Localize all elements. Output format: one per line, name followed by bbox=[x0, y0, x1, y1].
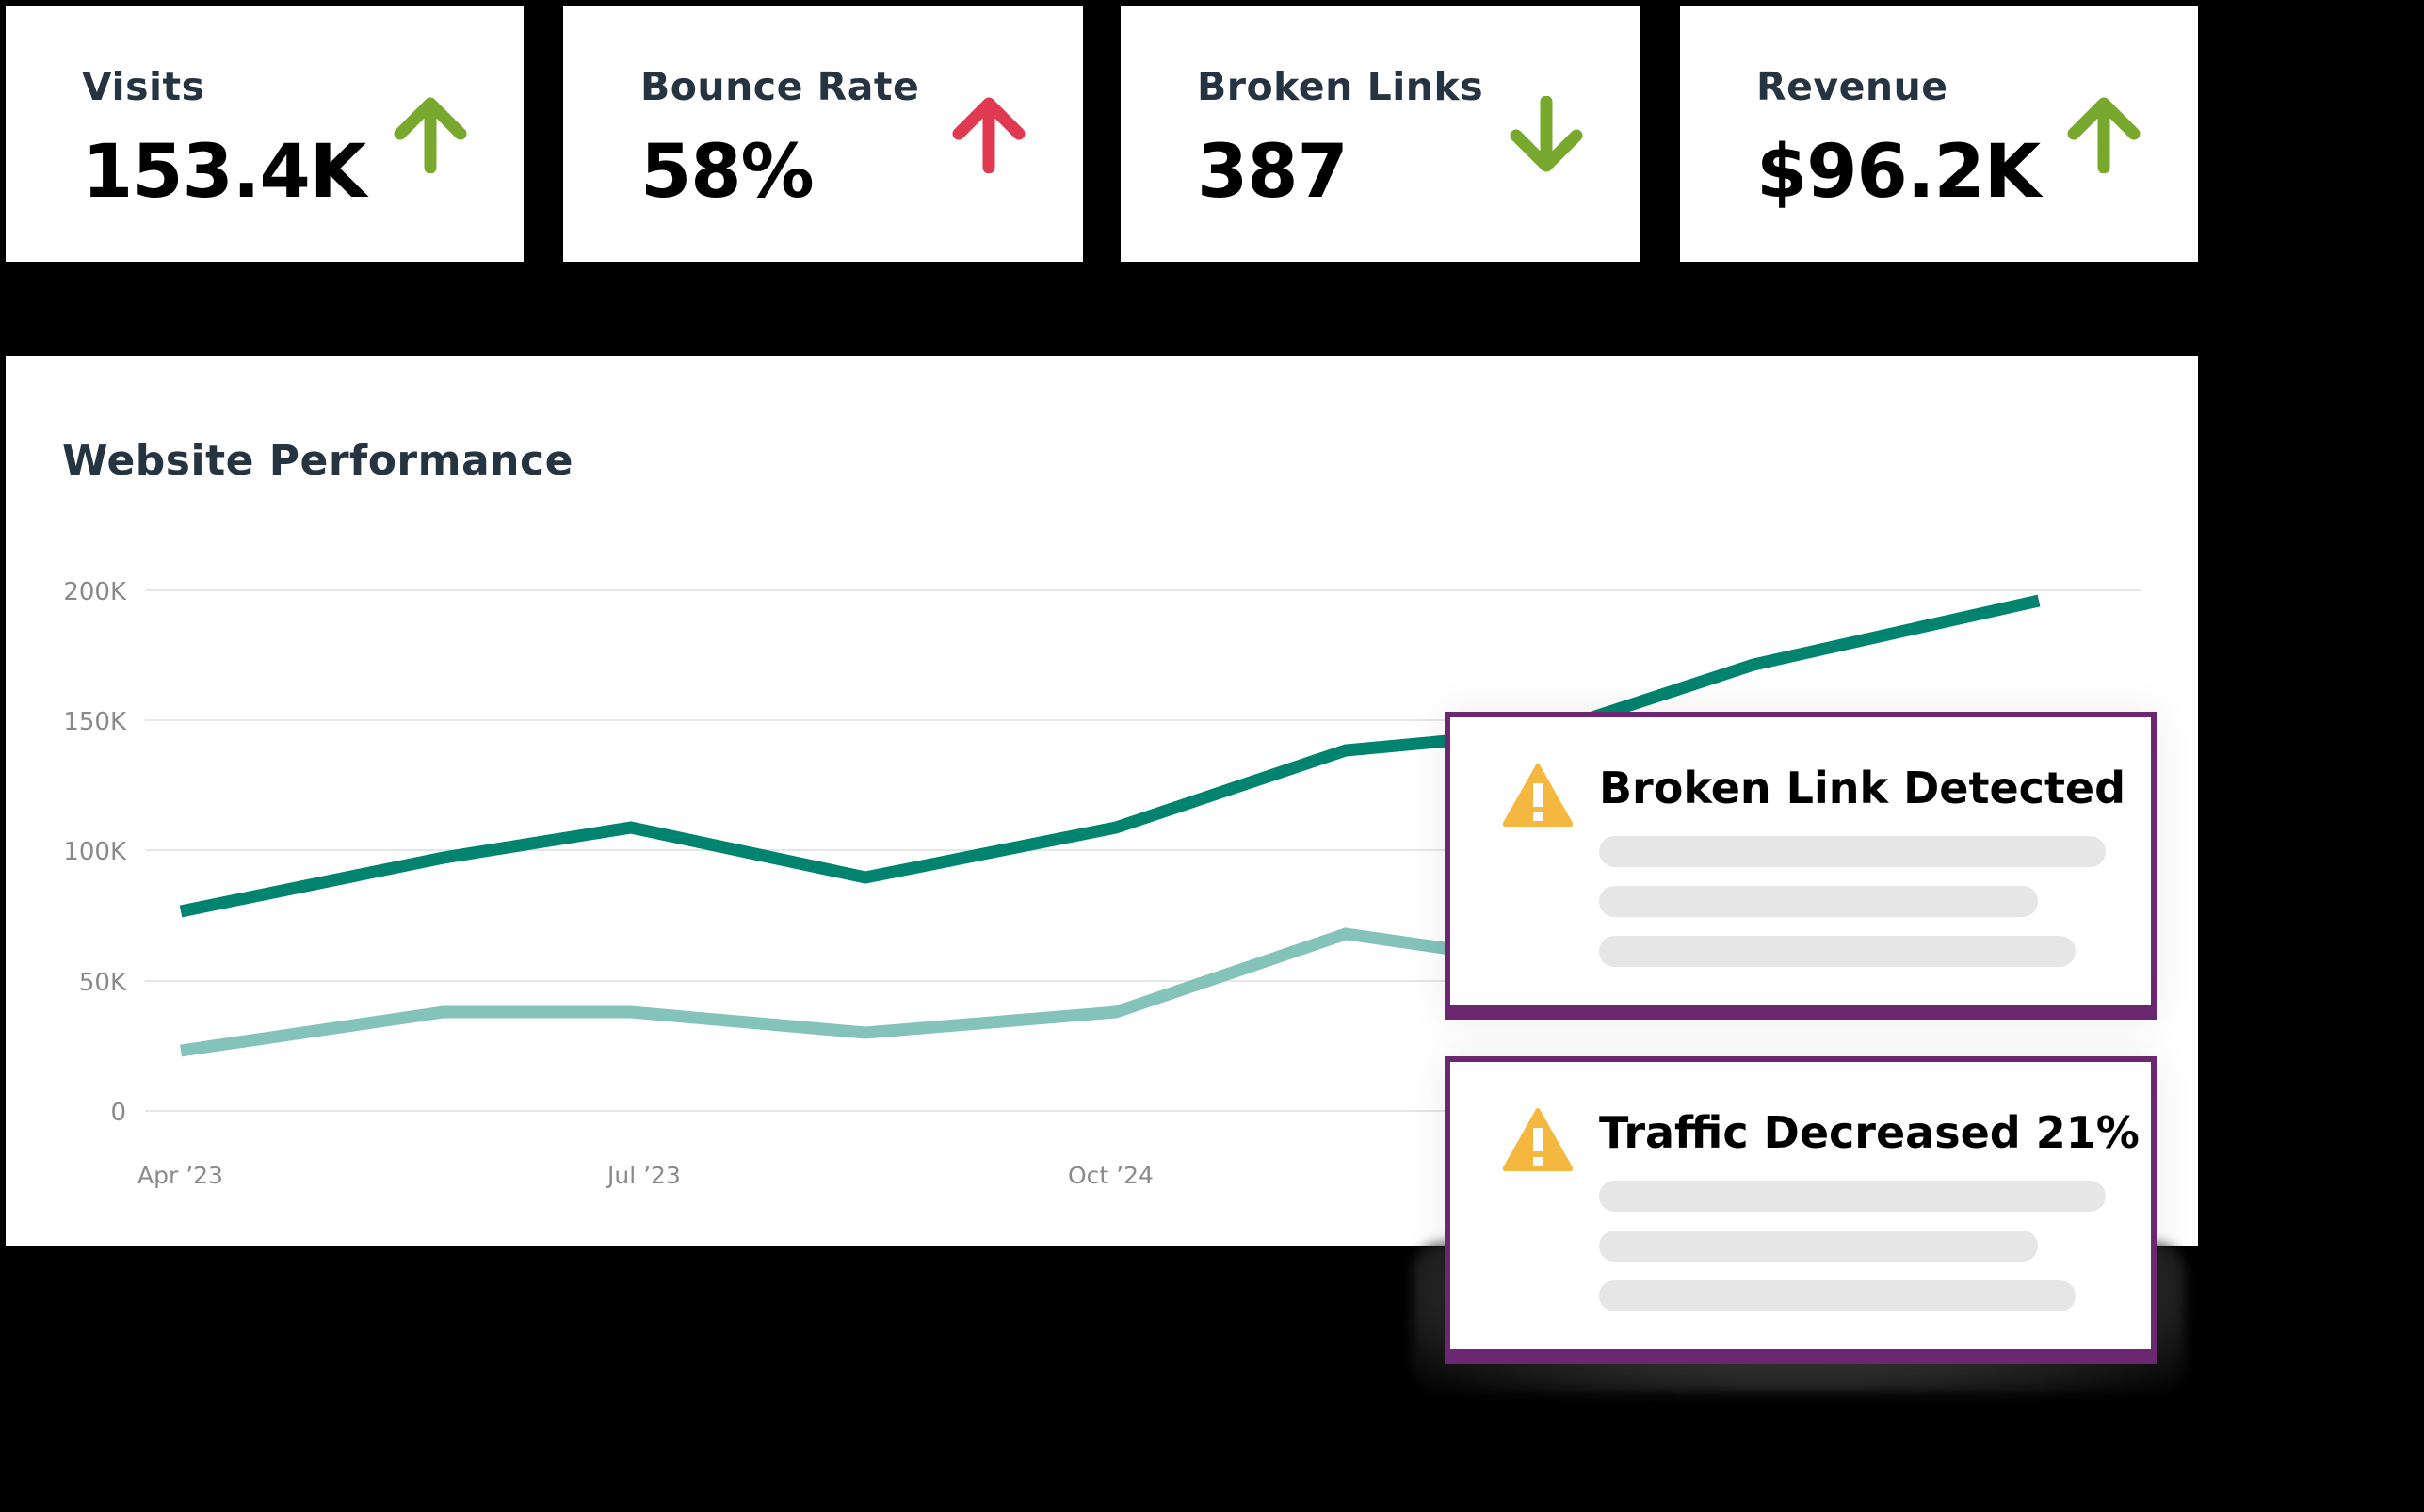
series-dark-line bbox=[179, 594, 2041, 918]
skeleton-line bbox=[1599, 1280, 2076, 1311]
x-tick-label: Oct ’24 bbox=[1068, 1162, 1154, 1189]
skeleton-line bbox=[1599, 1231, 2038, 1262]
skeleton-line bbox=[1599, 1181, 2106, 1212]
chart-title: Website Performance bbox=[62, 437, 574, 485]
skeleton-line bbox=[1599, 836, 2106, 867]
warning-icon bbox=[1502, 1108, 1574, 1171]
arrow-up-icon bbox=[394, 97, 467, 173]
alert-broken-link[interactable]: Broken Link Detected bbox=[1445, 712, 2157, 1020]
kpi-card-broken-links: Broken Links 387 bbox=[1121, 6, 1640, 262]
alert-title: Broken Link Detected bbox=[1599, 763, 2126, 813]
skeleton-line bbox=[1599, 886, 2038, 917]
kpi-label: Bounce Rate bbox=[640, 64, 920, 109]
y-axis-labels: 200K 150K 100K 50K 0 bbox=[63, 578, 127, 1127]
y-tick-label: 0 bbox=[110, 1099, 126, 1127]
x-tick-label: Jul ’23 bbox=[606, 1162, 681, 1189]
kpi-value: 387 bbox=[1197, 130, 1349, 215]
arrow-down-icon bbox=[1510, 96, 1583, 172]
y-tick-label: 100K bbox=[63, 838, 127, 866]
kpi-label: Broken Links bbox=[1197, 64, 1484, 109]
kpi-card-visits: Visits 153.4K bbox=[6, 6, 524, 262]
alert-title: Traffic Decreased 21% bbox=[1599, 1107, 2140, 1158]
kpi-label: Revenue bbox=[1756, 64, 1948, 109]
y-tick-label: 200K bbox=[63, 578, 127, 606]
x-axis-labels: Apr ’23 Jul ’23 Oct ’24 bbox=[137, 1162, 1154, 1189]
warning-icon bbox=[1502, 764, 1574, 827]
y-tick-label: 50K bbox=[79, 969, 127, 997]
kpi-value: $96.2K bbox=[1756, 130, 2041, 215]
arrow-up-icon bbox=[952, 97, 1026, 173]
arrow-up-icon bbox=[2067, 97, 2141, 173]
series-light-line bbox=[180, 927, 1550, 1057]
y-tick-label: 150K bbox=[63, 708, 127, 736]
kpi-card-bounce-rate: Bounce Rate 58% bbox=[563, 6, 1083, 262]
x-tick-label: Apr ’23 bbox=[137, 1162, 223, 1189]
kpi-value: 58% bbox=[640, 130, 815, 215]
kpi-card-revenue: Revenue $96.2K bbox=[1680, 6, 2198, 262]
alert-traffic-decreased[interactable]: Traffic Decreased 21% bbox=[1445, 1056, 2157, 1364]
kpi-label: Visits bbox=[82, 64, 205, 109]
kpi-value: 153.4K bbox=[82, 130, 366, 215]
skeleton-line bbox=[1599, 936, 2076, 967]
